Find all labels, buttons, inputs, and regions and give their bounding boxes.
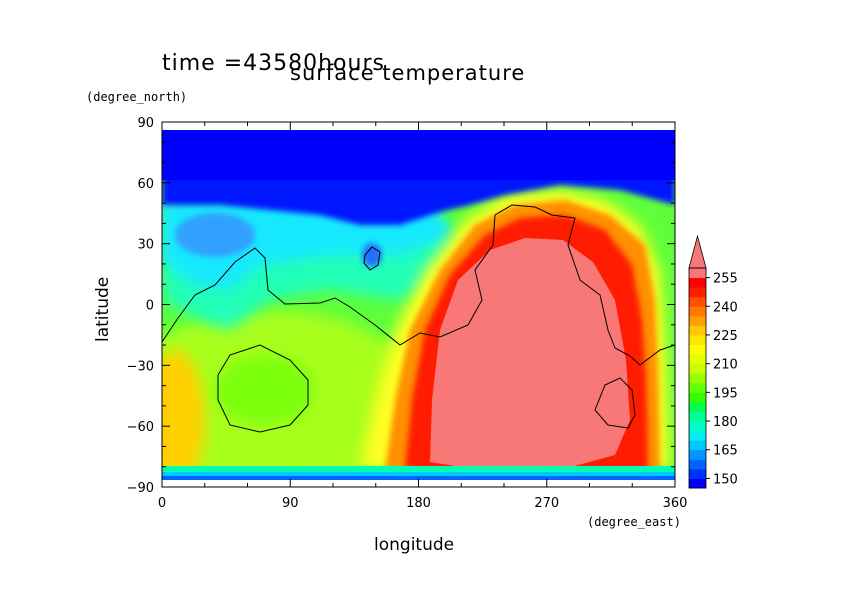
- coastline-contour: [363, 246, 381, 271]
- chart-title: surface temperature: [290, 61, 526, 85]
- x-tick-label: 360: [663, 496, 688, 511]
- colorbar-tick-label: 225: [713, 329, 738, 344]
- colorbar-swatch: [689, 315, 706, 326]
- x-axis-unit: (degree_east): [587, 515, 681, 529]
- colorbar-swatch: [689, 287, 706, 298]
- colorbar-swatch: [689, 373, 706, 384]
- colorbar-extend-arrow: [688, 234, 707, 269]
- colorbar: 150 165 180 195 210 225 240 255: [688, 234, 738, 489]
- colorbar-swatch: [689, 421, 706, 432]
- temperature-field: [162, 122, 675, 487]
- y-tick-label: −90: [127, 481, 154, 496]
- y-axis-unit: (degree_north): [86, 90, 188, 104]
- x-tick-label: 0: [158, 496, 166, 511]
- y-axis: 90 60 30 0 −30 −60 −90: [127, 116, 675, 496]
- colorbar-swatch: [689, 268, 706, 279]
- colorbar-swatch: [689, 478, 706, 489]
- colorbar-swatch: [689, 325, 706, 336]
- x-tick-label: 90: [282, 496, 299, 511]
- x-tick-label: 270: [534, 496, 559, 511]
- colorbar-swatch: [689, 440, 706, 451]
- coastline-contour: [594, 377, 636, 429]
- y-tick-label: −60: [127, 420, 154, 435]
- x-tick-label: 180: [406, 496, 431, 511]
- colorbar-tick-label: 165: [713, 444, 738, 459]
- time-label: time =43580hours: [162, 51, 385, 76]
- y-tick-label: 30: [137, 238, 154, 253]
- colorbar-swatch: [689, 411, 706, 422]
- colorbar-swatch: [689, 334, 706, 346]
- colorbar-swatch: [689, 459, 706, 470]
- x-axis: 0 90 180 270 360: [158, 122, 688, 511]
- colorbar-swatch: [689, 296, 706, 307]
- y-tick-label: −30: [127, 359, 154, 374]
- colorbar-swatch: [689, 363, 706, 374]
- colorbar-frame: [688, 267, 707, 489]
- colorbar-tick-label: 210: [713, 358, 738, 373]
- coastline-contour: [162, 204, 675, 366]
- x-axis-label: longitude: [374, 535, 455, 555]
- colorbar-swatch: [689, 354, 706, 365]
- coastline-contour: [217, 344, 309, 433]
- y-tick-label: 60: [137, 177, 154, 192]
- colorbar-swatch: [689, 306, 706, 317]
- colorbar-swatch: [689, 449, 706, 460]
- colorbar-swatch: [689, 392, 706, 403]
- colorbar-swatch: [689, 277, 706, 288]
- y-tick-label: 90: [137, 116, 154, 131]
- colorbar-swatch: [689, 382, 706, 393]
- colorbar-tick-label: 240: [713, 300, 738, 315]
- coastline-contours: [162, 204, 675, 433]
- colorbar-swatch: [689, 344, 706, 355]
- colorbar-tick-label: 150: [713, 472, 738, 487]
- colorbar-swatch: [689, 468, 706, 479]
- colorbar-swatch: [689, 401, 706, 412]
- colorbar-tick-label: 195: [713, 386, 738, 401]
- colorbar-tick-label: 255: [713, 272, 738, 287]
- y-tick-label: 0: [146, 299, 154, 314]
- colorbar-tick-label: 180: [713, 415, 738, 430]
- colorbar-swatch: [689, 430, 706, 441]
